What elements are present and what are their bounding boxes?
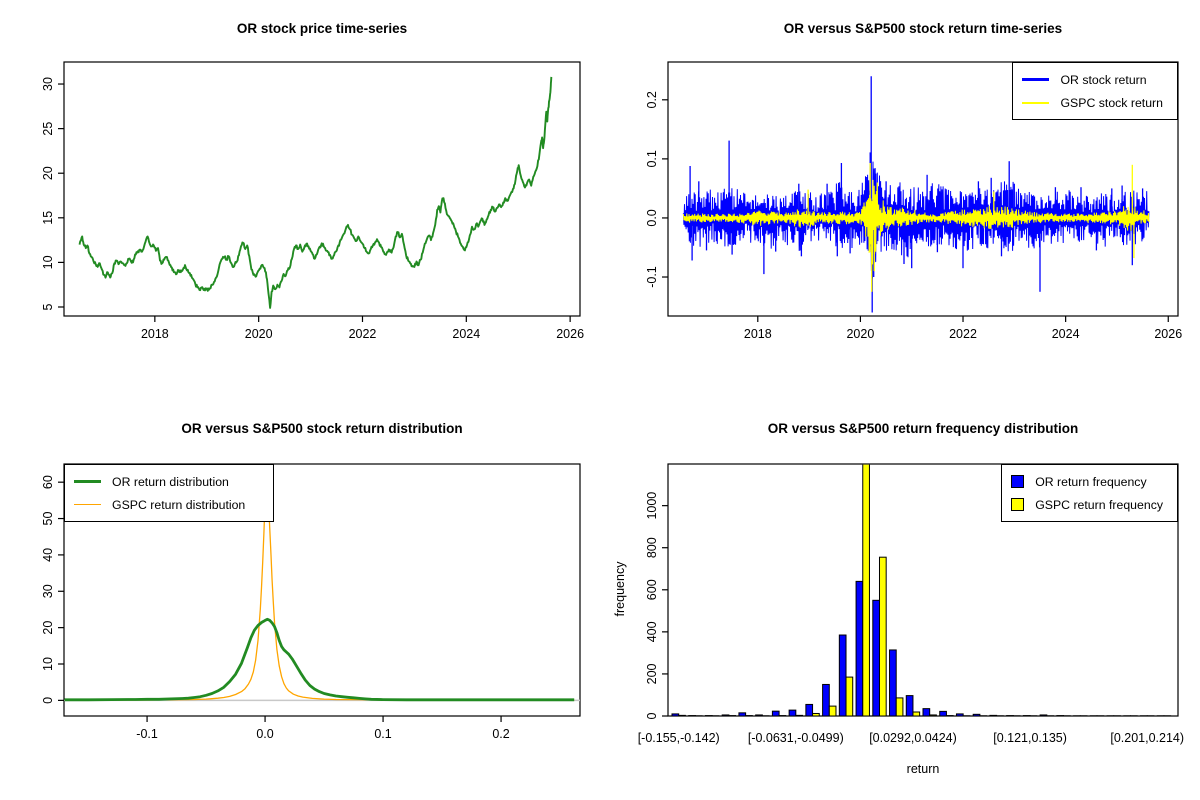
svg-text:2020: 2020 (846, 327, 874, 341)
svg-text:0.1: 0.1 (645, 150, 659, 167)
svg-text:2026: 2026 (1154, 327, 1182, 341)
legend-item-or-stock-return: OR stock return (1022, 68, 1163, 91)
svg-text:0.2: 0.2 (645, 91, 659, 108)
svg-text:[-0.155,-0.142): [-0.155,-0.142) (638, 731, 720, 745)
distribution-chart-plot: -0.1 0.0 0.1 0.2 0 10 20 30 40 50 60 (41, 463, 581, 741)
svg-text:10: 10 (41, 657, 55, 671)
or-frequency-square-swatch (1011, 475, 1025, 488)
svg-text:0: 0 (41, 697, 55, 704)
svg-text:800: 800 (645, 537, 659, 558)
legend-item-or-density: OR return distribution (74, 470, 245, 493)
svg-text:[-0.0631,-0.0499): [-0.0631,-0.0499) (748, 731, 844, 745)
svg-text:400: 400 (645, 621, 659, 642)
svg-text:50: 50 (41, 512, 55, 526)
frequency-legend: OR return frequency GSPC return frequenc… (1001, 464, 1178, 522)
panel-return-timeseries: OR versus S&P500 stock return time-serie… (600, 0, 1200, 400)
svg-text:-0.1: -0.1 (136, 727, 158, 741)
svg-text:60: 60 (41, 475, 55, 489)
legend-label: OR return distribution (112, 474, 229, 489)
legend-item-or-frequency: OR return frequency (1011, 470, 1163, 493)
legend-item-gspc-density: GSPC return distribution (74, 493, 245, 516)
svg-text:2022: 2022 (949, 327, 977, 341)
svg-text:0.1: 0.1 (374, 727, 391, 741)
or-return-line-swatch (1022, 77, 1050, 82)
legend-label: OR return frequency (1035, 474, 1147, 489)
svg-text:[0.121,0.135): [0.121,0.135) (993, 731, 1067, 745)
panel-return-distribution: OR versus S&P500 stock return distributi… (0, 400, 600, 800)
svg-text:2020: 2020 (245, 327, 273, 341)
svg-text:600: 600 (645, 579, 659, 600)
frequency-chart-title: OR versus S&P500 return frequency distri… (767, 421, 1079, 436)
distribution-legend: OR return distribution GSPC return distr… (64, 464, 275, 522)
svg-text:[0.201,0.214): [0.201,0.214) (1110, 731, 1184, 745)
svg-text:-0.1: -0.1 (645, 266, 659, 288)
legend-label: GSPC stock return (1060, 95, 1163, 110)
svg-text:25: 25 (41, 122, 55, 136)
svg-text:2026: 2026 (556, 327, 584, 341)
svg-text:2024: 2024 (452, 327, 480, 341)
panel-price-timeseries: OR stock price time-series 2018 2020 2022 2… (0, 0, 600, 400)
svg-text:5: 5 (41, 303, 55, 310)
svg-text:20: 20 (41, 621, 55, 635)
svg-text:0.0: 0.0 (645, 209, 659, 226)
legend-label: GSPC return frequency (1035, 497, 1163, 512)
frequency-x-axis-label: return (906, 762, 940, 776)
svg-text:0.2: 0.2 (492, 727, 509, 741)
svg-text:30: 30 (41, 77, 55, 91)
svg-text:40: 40 (41, 548, 55, 562)
frequency-chart-plot: 0 200 400 600 800 1000 [-0.155,-0.142) [-0.0631… (638, 463, 1184, 745)
svg-text:2018: 2018 (744, 327, 772, 341)
svg-text:2018: 2018 (141, 327, 169, 341)
svg-text:10: 10 (41, 255, 55, 269)
legend-item-gspc-frequency: GSPC return frequency (1011, 493, 1163, 516)
svg-text:0: 0 (645, 712, 659, 719)
returns-legend: OR stock return GSPC stock return (1012, 62, 1178, 120)
legend-label: OR stock return (1060, 72, 1147, 87)
gspc-frequency-square-swatch (1011, 498, 1025, 511)
svg-text:15: 15 (41, 211, 55, 225)
svg-text:1000: 1000 (645, 492, 659, 520)
svg-text:[0.0292,0.0424): [0.0292,0.0424) (869, 731, 957, 745)
frequency-y-axis-label: frequency (613, 561, 627, 617)
returns-chart-plot: 2018 2020 2022 2024 2026 -0.1 0.0 0.1 0.2 (645, 61, 1182, 341)
gspc-density-line-swatch (74, 503, 101, 506)
gspc-return-line-swatch (1022, 101, 1050, 104)
svg-text:30: 30 (41, 584, 55, 598)
returns-chart-title: OR versus S&P500 stock return time-serie… (783, 21, 1063, 36)
svg-text:200: 200 (645, 663, 659, 684)
panel-return-frequency: OR versus S&P500 return frequency distri… (600, 400, 1200, 800)
distribution-chart-title: OR versus S&P500 stock return distributi… (181, 421, 463, 436)
legend-label: GSPC return distribution (112, 497, 246, 512)
price-chart-title: OR stock price time-series (236, 21, 408, 36)
svg-text:20: 20 (41, 166, 55, 180)
price-chart-plot: 2018 2020 2022 2024 2026 5 10 15 20 25 30 (41, 61, 584, 341)
or-density-line-swatch (74, 479, 101, 484)
svg-text:0.0: 0.0 (256, 727, 273, 741)
legend-item-gspc-stock-return: GSPC stock return (1022, 91, 1163, 114)
svg-text:2022: 2022 (349, 327, 377, 341)
svg-text:2024: 2024 (1052, 327, 1080, 341)
